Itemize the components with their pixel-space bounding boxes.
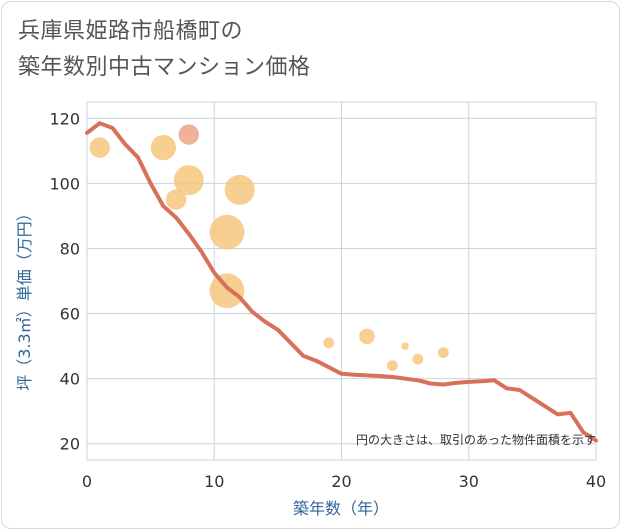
bubble-point: [412, 353, 424, 365]
bubble-point: [401, 342, 409, 350]
bubble-point: [150, 134, 176, 161]
size-note: 円の大きさは、取引のあった物件面積を示す: [356, 432, 596, 447]
grid-lines: [86, 101, 597, 461]
x-tick-label: 0: [82, 472, 92, 491]
x-tick-label: 40: [586, 472, 606, 491]
bubble-point: [437, 347, 449, 358]
bubble-point: [323, 337, 335, 349]
x-tick-label: 20: [331, 472, 351, 491]
bubble-point: [359, 328, 375, 345]
bubble-point: [178, 124, 199, 145]
trend-series: [85, 121, 598, 443]
y-tick-label: 100: [49, 174, 80, 193]
x-tick-label: 10: [204, 472, 224, 491]
y-tick-label: 120: [49, 109, 80, 128]
bubble-point: [173, 165, 204, 196]
y-tick-label: 40: [60, 370, 80, 389]
trend-line: [85, 121, 598, 443]
axis-ticks: 0 10 20 30 40 20 40 60 80 100 120: [49, 109, 606, 491]
y-tick-label: 60: [60, 305, 80, 324]
bubble-point: [224, 174, 255, 205]
chart-title-line2: 築年数別中古マンション価格: [18, 55, 311, 80]
x-axis-title: 築年数（年）: [293, 499, 389, 518]
chart-title: 兵庫県姫路市船橋町の 築年数別中古マンション価格: [18, 14, 598, 86]
bubble-point: [209, 214, 245, 250]
bubble-point: [89, 137, 110, 158]
bubble-point: [209, 273, 245, 309]
chart-title-line1: 兵庫県姫路市船橋町の: [18, 19, 244, 44]
y-tick-label: 20: [60, 435, 80, 454]
y-tick-label: 80: [60, 239, 80, 258]
y-axis-title: 坪（3.3㎡）単価（万円）: [15, 205, 34, 390]
bubble-series: [89, 124, 449, 372]
bubble-point: [387, 360, 398, 372]
x-tick-label: 30: [459, 472, 479, 491]
bubble-point: [165, 189, 187, 210]
